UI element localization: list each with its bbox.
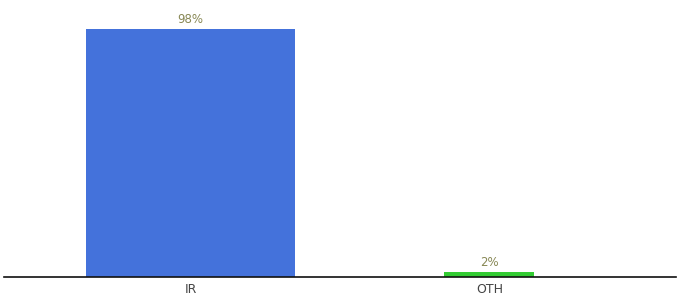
Text: 2%: 2%	[480, 256, 498, 269]
Bar	[86, 29, 295, 277]
Text: 98%: 98%	[177, 14, 204, 26]
Bar	[445, 272, 534, 277]
